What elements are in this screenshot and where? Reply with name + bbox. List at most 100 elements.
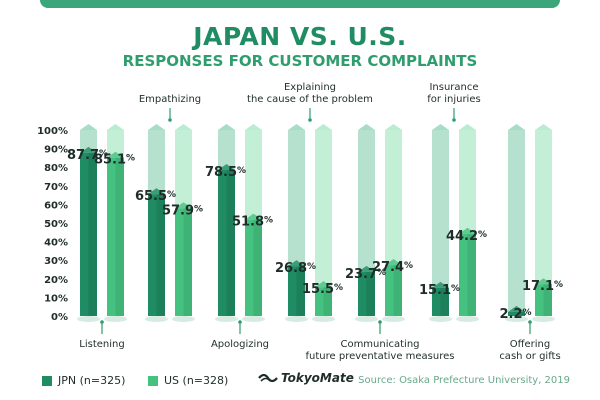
value-label-jpn-1: 65.5%: [135, 189, 176, 204]
y-tick-label: 20%: [44, 275, 68, 286]
bar-jpn-1-bar-shade: [156, 194, 165, 316]
bar-jpn-5-bar: [432, 287, 449, 316]
brand-name: TokyoMate: [281, 371, 354, 385]
bar-jpn-1-bar: [148, 194, 165, 316]
value-label-jpn-5: 15.1%: [419, 283, 460, 298]
bar-jpn-2-track-cap: [218, 124, 235, 130]
bar-us-4-shadow: [382, 316, 405, 322]
bar-us-2-bar-shade: [253, 219, 262, 316]
y-tick-label: 30%: [44, 256, 68, 267]
category-label-4: future preventative measures: [306, 351, 455, 362]
bar-us-5-bar-cap: [459, 227, 476, 234]
category-label-5: Insurance: [429, 82, 478, 93]
chart-subtitle: RESPONSES FOR CUSTOMER COMPLAINTS: [122, 52, 478, 70]
bar-us-5-track-cap: [459, 124, 476, 130]
category-label-3: the cause of the problem: [247, 94, 373, 105]
bar-us-2-bar: [245, 219, 262, 316]
category-label-2: Apologizing: [211, 339, 269, 350]
bar-us-6-shadow: [532, 316, 555, 322]
bar-jpn-5-shadow: [429, 316, 452, 322]
bar-us-1-track-cap: [175, 124, 192, 130]
bar-us-3-bar: [315, 287, 332, 316]
bar-jpn-0-bar-shade: [88, 152, 97, 316]
bar-jpn-2-bar: [218, 169, 235, 316]
bar-us-6-bar-shade: [543, 284, 552, 316]
bar-jpn-0-bar: [80, 152, 97, 316]
bar-jpn-6-track: [508, 130, 525, 316]
value-label-us-4: 27.4%: [372, 260, 413, 275]
y-tick-label: 0%: [51, 312, 68, 323]
bar-jpn-2-shadow: [215, 316, 238, 322]
bar-jpn-0-shadow: [77, 316, 100, 322]
bar-jpn-6-shadow: [505, 316, 528, 322]
y-tick-label: 50%: [44, 219, 68, 230]
bar-us-4-bar-cap: [385, 259, 402, 266]
category-label-0: Listening: [79, 339, 124, 350]
category-label-1: Empathizing: [139, 94, 201, 105]
bar-jpn-2-bar-shade: [226, 169, 235, 316]
bar-jpn-4-bar-shade: [366, 271, 375, 316]
bar-us-0-track-cap: [107, 124, 124, 130]
category-label-4: Communicating: [340, 339, 419, 350]
bar-jpn-5-track: [432, 130, 449, 316]
bar-jpn-1-track-cap: [148, 124, 165, 130]
bar-us-4-bar: [385, 265, 402, 316]
y-tick-label: 60%: [44, 200, 68, 211]
bar-us-5-bar-shade: [467, 233, 476, 316]
legend-label-us: US (n=328): [164, 374, 229, 387]
bar-us-0-bar: [107, 157, 124, 316]
bar-us-4-bar-shade: [393, 265, 402, 316]
bar-us-3-bar-cap: [315, 281, 332, 288]
bar-us-6-track-cap: [535, 124, 552, 130]
bar-us-0-bar-cap: [107, 151, 124, 158]
legend-item-jpn: JPN (n=325): [42, 374, 125, 387]
bar-us-6-bar-cap: [535, 278, 552, 285]
bar-jpn-4-bar-cap: [358, 265, 375, 272]
bar-jpn-6-bar-cap: [508, 305, 525, 312]
bar-jpn-5-bar-shade: [440, 287, 449, 316]
bar-jpn-0-track-cap: [80, 124, 97, 130]
value-label-us-0: 85.1%: [94, 153, 135, 168]
bar-jpn-3-shadow: [285, 316, 308, 322]
value-label-us-6: 17.1%: [522, 279, 563, 294]
bar-us-5-bar: [459, 233, 476, 316]
top-accent-bar: [40, 0, 560, 8]
bar-jpn-0-bar-cap: [80, 146, 97, 153]
category-label-6: Offering: [510, 339, 551, 350]
bar-jpn-3-bar-cap: [288, 260, 305, 267]
bar-us-6-track: [535, 130, 552, 316]
bar-jpn-5-bar-cap: [432, 281, 449, 288]
source-note: Source: Osaka Prefecture University, 201…: [358, 375, 570, 386]
bar-jpn-2-bar-cap: [218, 163, 235, 170]
category-dot-5: [452, 118, 456, 122]
category-label-6: cash or gifts: [499, 351, 560, 362]
bar-us-2-bar-cap: [245, 213, 262, 220]
value-label-jpn-2: 78.5%: [205, 165, 246, 180]
bar-jpn-4-track-cap: [358, 124, 375, 130]
category-dot-0: [100, 320, 104, 324]
bar-jpn-6-bar-shade: [516, 311, 525, 316]
bar-jpn-3-bar-shade: [296, 266, 305, 316]
bar-us-3-bar-shade: [323, 287, 332, 316]
category-label-5: for injuries: [427, 94, 480, 105]
bar-jpn-5-track-cap: [432, 124, 449, 130]
bar-us-3-shadow: [312, 316, 335, 322]
category-dot-2: [238, 320, 242, 324]
legend-swatch-us: [148, 375, 158, 386]
y-tick-label: 100%: [37, 126, 68, 137]
bar-us-0-shadow: [104, 316, 127, 322]
y-tick-label: 70%: [44, 182, 68, 193]
bar-jpn-3-bar: [288, 266, 305, 316]
category-dot-6: [528, 320, 532, 324]
bar-us-0-bar-shade: [115, 157, 124, 316]
bar-us-2-shadow: [242, 316, 265, 322]
bar-us-4-track-cap: [385, 124, 402, 130]
bar-us-1-bar-shade: [183, 208, 192, 316]
bar-jpn-4-bar: [358, 271, 375, 316]
bar-jpn-4-shadow: [355, 316, 378, 322]
bar-us-3-track-cap: [315, 124, 332, 130]
bar-us-1-shadow: [172, 316, 195, 322]
y-tick-label: 10%: [44, 293, 68, 304]
value-label-jpn-0: 87.7%: [67, 148, 108, 163]
